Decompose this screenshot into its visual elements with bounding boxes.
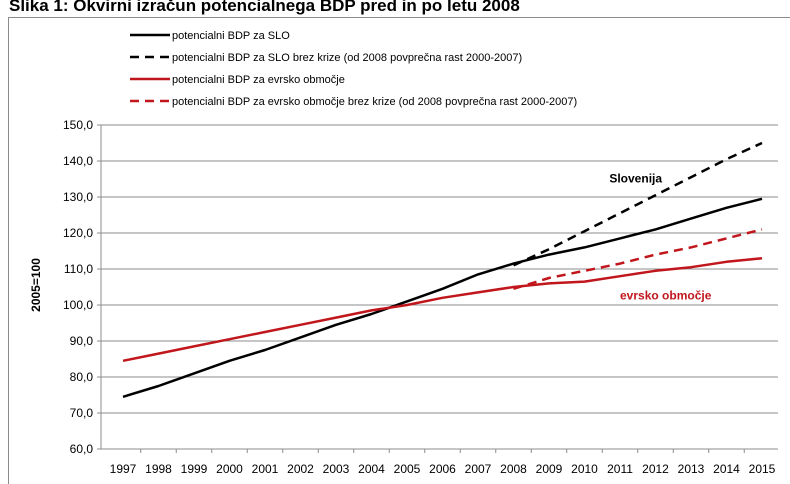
legend: potencialni BDP za SLO potencialni BDP za… [130, 30, 577, 108]
x-tick-label: 2003 [323, 462, 350, 476]
x-tick-label: 2011 [607, 462, 633, 476]
y-tick-label: 150,0 [63, 118, 93, 132]
legend-label: potencialni BDP za SLO brez krize (od 20… [172, 52, 522, 64]
series-line-dashed [513, 228, 763, 290]
series-lines [122, 141, 763, 398]
x-tick-label: 2007 [465, 462, 492, 476]
legend-label: potencialni BDP za SLO [172, 30, 290, 42]
x-tick-label: 1999 [181, 462, 208, 476]
x-tick-label: 2010 [571, 462, 598, 476]
y-tick-label: 140,0 [63, 154, 93, 168]
x-tick-label: 1998 [145, 462, 172, 476]
x-tick-label: 2014 [713, 462, 740, 476]
x-tick-label: 2006 [429, 462, 456, 476]
x-tick-label: 2009 [536, 462, 563, 476]
page-title: Slika 1: Okvirni izračun potencialnega B… [9, 0, 520, 15]
x-tick-label: 2005 [394, 462, 421, 476]
y-tick-label: 90,0 [70, 334, 94, 348]
series-line [122, 197, 763, 398]
annotation-label: evrsko območje [620, 289, 712, 303]
annotations: Slovenija evrsko območje [609, 172, 711, 303]
x-tick-label: 2015 [749, 462, 776, 476]
axes: 60,0 70,0 80,0 90,0 100,0 110,0 120,0 130,0 140,… [63, 118, 778, 476]
x-tick-label: 2004 [358, 462, 385, 476]
y-axis-label: 2005=100 [29, 258, 43, 312]
x-tick-label: 2002 [287, 462, 314, 476]
chart-frame [8, 17, 790, 484]
x-tick-label: 2008 [500, 462, 527, 476]
x-tick-label: 2000 [216, 462, 243, 476]
y-tick-label: 80,0 [70, 370, 94, 384]
legend-label: potencialni BDP za evrsko območje brez k… [172, 96, 577, 108]
legend-label: potencialni BDP za evrsko območje [172, 74, 345, 86]
y-tick-label: 100,0 [63, 298, 93, 312]
x-tick-label: 2013 [678, 462, 705, 476]
annotation-label: Slovenija [609, 172, 662, 186]
y-tick-label: 70,0 [70, 406, 94, 420]
series-line [122, 256, 763, 363]
y-tick-label: 130,0 [63, 190, 93, 204]
x-tick-label: 1997 [110, 462, 137, 476]
series-line-dashed [512, 141, 763, 267]
x-tick-label: 2012 [642, 462, 669, 476]
y-tick-label: 110,0 [64, 262, 93, 276]
y-tick-label: 120,0 [63, 226, 93, 240]
x-tick-label: 2001 [252, 462, 279, 476]
y-tick-label: 60,0 [70, 442, 94, 456]
